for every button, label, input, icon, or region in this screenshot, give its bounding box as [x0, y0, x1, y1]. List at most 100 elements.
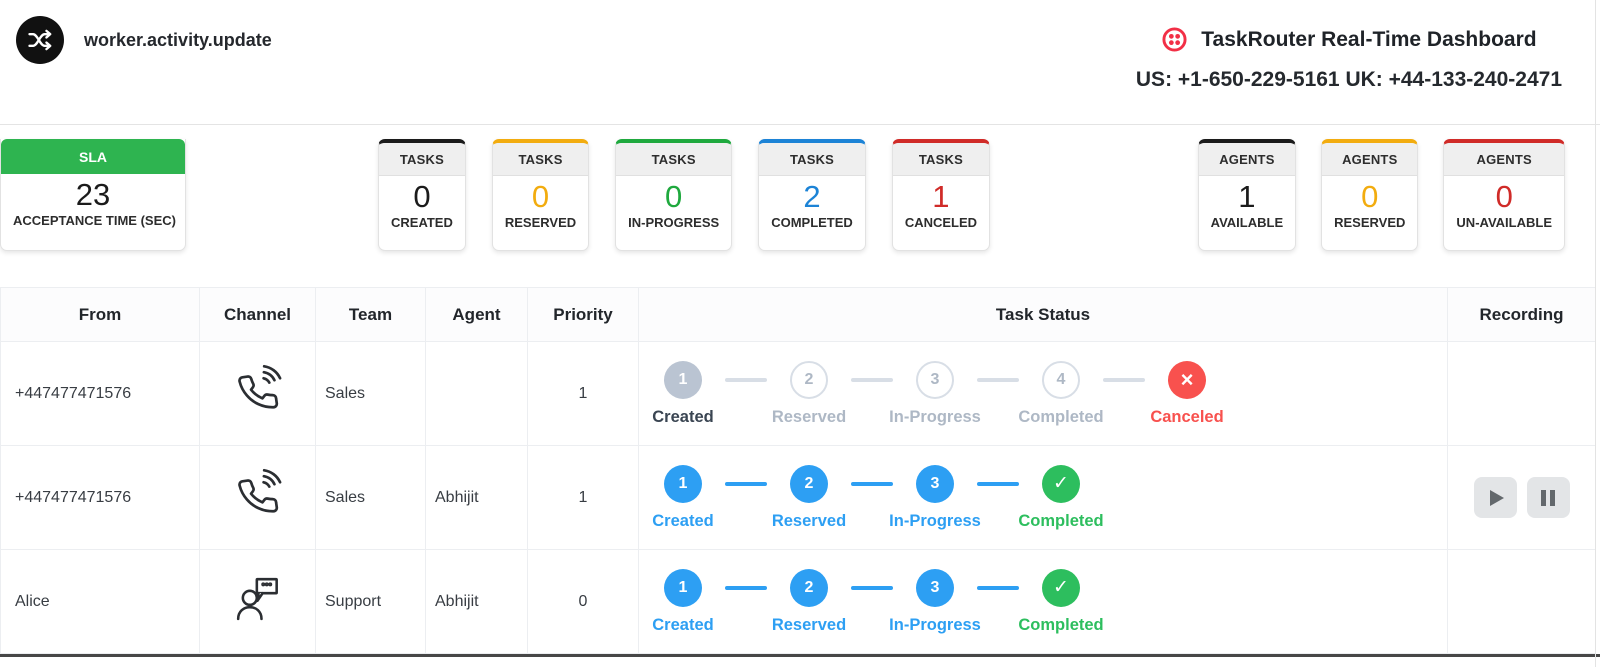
card-group-label: TASKS — [892, 143, 990, 176]
card-value: 0 — [1361, 179, 1379, 214]
card-label: CANCELED — [904, 215, 978, 230]
pause-button[interactable] — [1526, 477, 1570, 518]
cell-agent: Abhijit — [425, 445, 528, 550]
card-tasks-in-progress: TASKS 0 IN-PROGRESS — [615, 139, 733, 251]
cell-channel — [199, 549, 316, 654]
cell-recording — [1447, 549, 1596, 654]
card-label: RESERVED — [1334, 215, 1406, 230]
card-tasks-completed: TASKS 2 COMPLETED — [758, 139, 866, 251]
cell-agent: Abhijit — [425, 549, 528, 654]
step-circle: 1 — [664, 360, 702, 399]
event-name: worker.activity.update — [84, 29, 272, 50]
pause-icon — [1541, 489, 1555, 506]
col-task-status: Task Status — [638, 287, 1448, 342]
step-label: Canceled — [1150, 407, 1224, 426]
stepper-connector — [977, 377, 1019, 382]
card-tasks-created: TASKS 0 CREATED — [378, 139, 466, 251]
step-circle: 1 — [664, 568, 702, 607]
stepper-connector — [725, 585, 767, 590]
step-circle: 2 — [790, 464, 828, 503]
stepper-connector — [725, 377, 767, 382]
stepper-connector — [977, 585, 1019, 590]
col-channel: Channel — [199, 287, 316, 342]
cell-priority: 1 — [527, 445, 639, 550]
step-created: 1 Created — [641, 464, 725, 531]
card-tasks-canceled: TASKS 1 CANCELED — [891, 139, 991, 251]
card-group-label: AGENTS — [1198, 143, 1296, 176]
step-label: Created — [652, 615, 714, 634]
card-value: 0 — [1495, 179, 1513, 214]
stepper-connector — [977, 481, 1019, 486]
cell-agent — [425, 341, 528, 446]
task-table: From Channel Team Agent Priority Task Status R… — [0, 287, 1596, 654]
cell-recording — [1447, 445, 1596, 550]
card-sla-header: SLA — [1, 139, 185, 174]
twilio-logo-icon — [1161, 26, 1188, 53]
cell-priority: 1 — [527, 341, 639, 446]
card-tasks-reserved: TASKS 0 RESERVED — [491, 139, 590, 251]
card-label: AVAILABLE — [1210, 215, 1284, 230]
step-circle: 1 — [664, 464, 702, 503]
cell-team: Sales — [315, 341, 426, 446]
top-bar: worker.activity.update TaskRouter Real-T… — [0, 0, 1600, 125]
card-sla-label: ACCEPTANCE TIME (SEC) — [13, 213, 176, 228]
step-label: In-Progress — [889, 511, 981, 530]
step-reserved: 2 Reserved — [767, 568, 851, 635]
phone-icon — [231, 468, 285, 526]
stepper-connector — [851, 377, 893, 382]
step-completed: 4 Completed — [1018, 360, 1104, 427]
chat-icon — [230, 577, 286, 631]
cell-channel — [199, 341, 316, 446]
step-circle: 2 — [790, 568, 828, 607]
page-title: TaskRouter Real-Time Dashboard — [1201, 27, 1537, 51]
table-row: Alice Support Abhijit 0 1 Created 2 Reserved 3 I… — [0, 549, 1596, 654]
cell-from: Alice — [0, 549, 200, 654]
play-button[interactable] — [1473, 477, 1517, 518]
step-circle: 2 — [790, 360, 828, 399]
step-in-progress: 3 In-Progress — [889, 464, 981, 531]
card-group-label: TASKS — [379, 143, 465, 176]
step-canceled: × Canceled — [1145, 360, 1229, 427]
card-group-label: TASKS — [616, 143, 732, 176]
card-label: UN-AVAILABLE — [1456, 215, 1552, 230]
card-group-agents: AGENTS 1 AVAILABLE AGENTS 0 RESERVED AGENTS 0 UN… — [1197, 139, 1565, 251]
stepper-connector — [851, 585, 893, 590]
col-priority: Priority — [527, 287, 639, 342]
step-circle: 4 — [1042, 360, 1080, 399]
table-row: +447477471576 Sales 1 1 Created 2 Reserved 3 In… — [0, 341, 1596, 446]
table-bottom-border — [0, 654, 1600, 657]
step-label: Reserved — [771, 615, 847, 634]
step-label: Completed — [1018, 615, 1104, 634]
card-label: IN-PROGRESS — [628, 215, 720, 230]
stepper-connector — [725, 481, 767, 486]
cell-task-status: 1 Created 2 Reserved 3 In-Progress ✓ Completed — [638, 549, 1448, 654]
step-completed: ✓ Completed — [1018, 568, 1104, 635]
card-agents-un-available: AGENTS 0 UN-AVAILABLE — [1443, 139, 1565, 251]
step-in-progress: 3 In-Progress — [889, 360, 981, 427]
step-circle: × — [1168, 360, 1206, 399]
cell-team: Sales — [315, 445, 426, 550]
col-recording: Recording — [1447, 287, 1596, 342]
step-label: In-Progress — [889, 615, 981, 634]
step-label: Reserved — [771, 407, 847, 426]
step-label: Created — [652, 511, 714, 530]
card-value: 1 — [932, 179, 950, 214]
step-created: 1 Created — [641, 360, 725, 427]
step-label: Completed — [1018, 407, 1104, 426]
step-circle: ✓ — [1042, 568, 1080, 607]
step-label: In-Progress — [889, 407, 981, 426]
cell-channel — [199, 445, 316, 550]
step-circle: ✓ — [1042, 464, 1080, 503]
card-group-label: TASKS — [492, 143, 589, 176]
cell-recording — [1447, 341, 1596, 446]
col-agent: Agent — [425, 287, 528, 342]
card-value: 0 — [665, 179, 683, 214]
card-value: 2 — [803, 179, 821, 214]
step-reserved: 2 Reserved — [767, 360, 851, 427]
event-brand: worker.activity.update — [16, 0, 272, 80]
phone-icon — [231, 364, 285, 422]
step-circle: 3 — [916, 464, 954, 503]
step-label: Completed — [1018, 511, 1104, 530]
cell-team: Support — [315, 549, 426, 654]
